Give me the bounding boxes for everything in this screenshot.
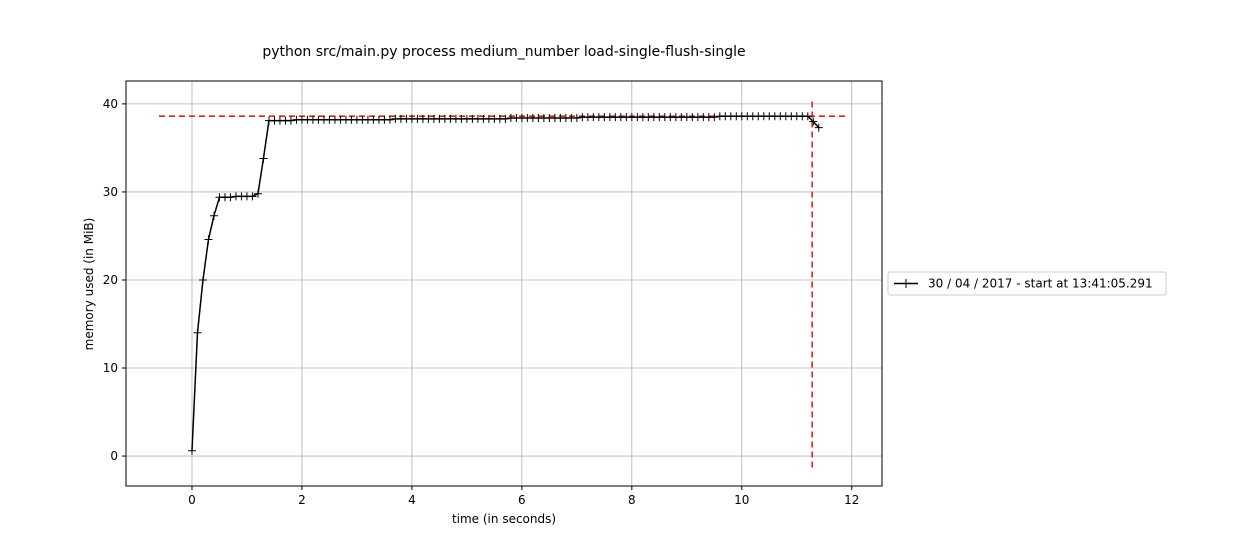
x-tick-label: 12 xyxy=(844,493,859,507)
y-tick-label: 20 xyxy=(103,273,118,287)
x-tick-label: 0 xyxy=(188,493,196,507)
data-point xyxy=(572,113,581,122)
data-point xyxy=(385,115,394,124)
reference-lines xyxy=(158,100,850,468)
x-tick-label: 10 xyxy=(734,493,749,507)
x-axis-ticks: 0 2 4 6 8 10 12 xyxy=(188,486,859,507)
data-point xyxy=(226,193,235,202)
plot-frame xyxy=(125,80,883,487)
y-axis-ticks: 0 10 20 30 40 xyxy=(103,97,126,463)
series-line xyxy=(191,115,820,451)
x-tick-label: 2 xyxy=(298,493,306,507)
data-point xyxy=(187,446,196,455)
data-point xyxy=(248,192,257,201)
legend-box xyxy=(887,271,1167,296)
data-point xyxy=(286,116,295,125)
y-tick-label: 30 xyxy=(103,185,118,199)
data-point xyxy=(253,189,262,198)
legend: 30 / 04 / 2017 - start at 13:41:05.291 xyxy=(887,271,1167,296)
data-point xyxy=(259,154,268,163)
data-point xyxy=(204,235,213,244)
chart-title: python src/main.py process medium_number… xyxy=(262,44,745,60)
grid xyxy=(126,81,882,486)
y-tick-label: 10 xyxy=(103,361,118,375)
data-point xyxy=(809,117,818,126)
x-tick-label: 8 xyxy=(628,493,636,507)
data-point xyxy=(193,328,202,337)
y-tick-label: 40 xyxy=(103,97,118,111)
legend-series-marker xyxy=(901,279,911,288)
x-tick-label: 4 xyxy=(408,493,416,507)
y-axis-label: memory used (in MiB) xyxy=(82,218,96,351)
x-tick-label: 6 xyxy=(518,493,526,507)
legend-entry-label: 30 / 04 / 2017 - start at 13:41:05.291 xyxy=(928,277,1153,291)
data-point xyxy=(803,112,812,121)
y-tick-label: 0 xyxy=(110,449,118,463)
x-axis-label: time (in seconds) xyxy=(452,512,556,526)
data-point xyxy=(814,123,823,132)
data-point xyxy=(710,113,719,122)
series-group xyxy=(187,112,823,455)
data-point xyxy=(501,114,510,123)
data-point xyxy=(209,211,218,220)
data-point xyxy=(198,275,207,284)
